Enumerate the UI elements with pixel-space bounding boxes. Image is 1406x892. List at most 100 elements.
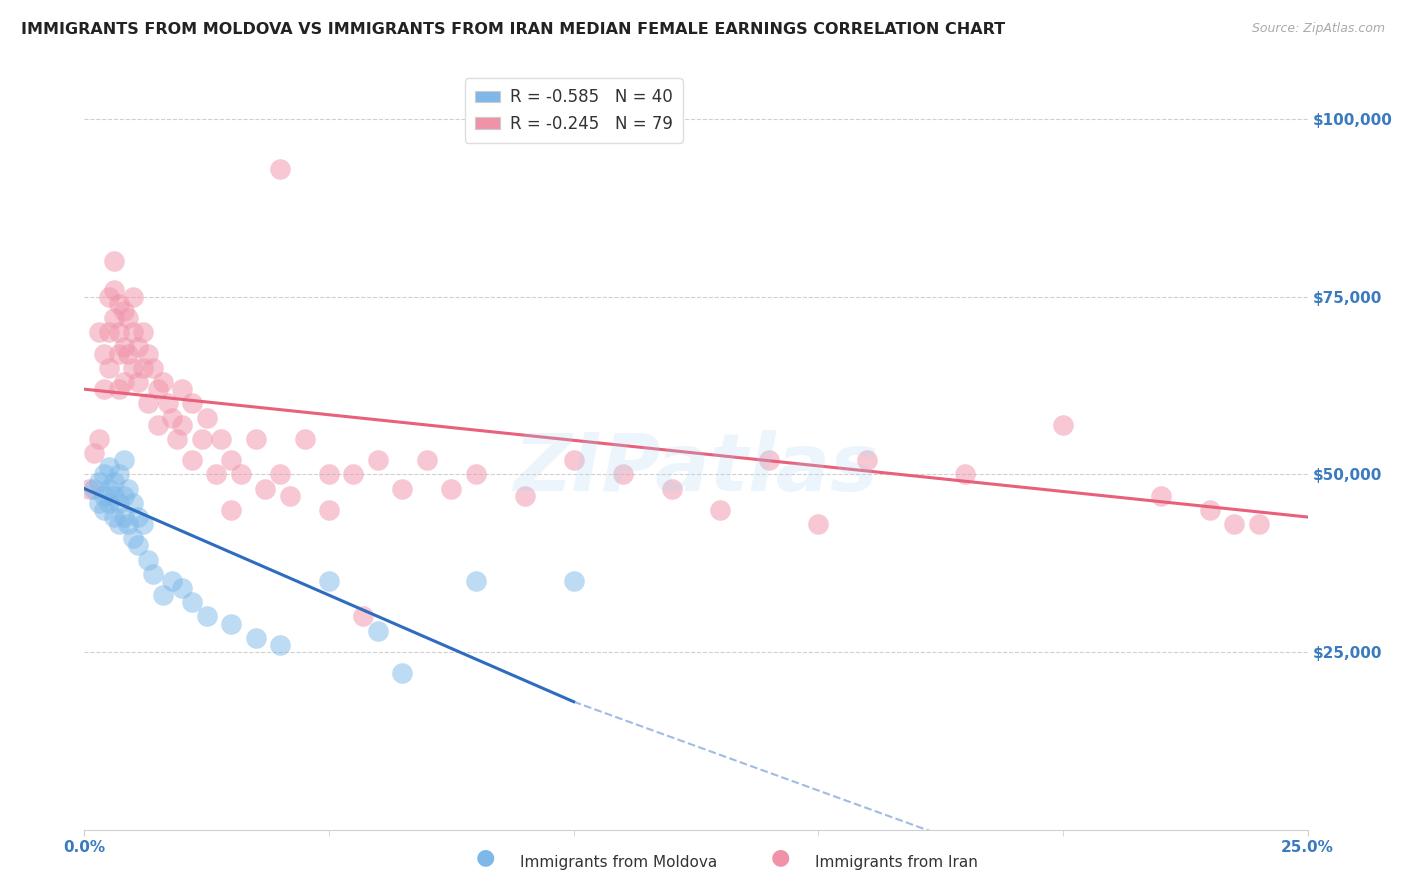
Point (219, 503, 242, 517)
Point (152, 588, 174, 602)
Point (464, 467, 486, 482)
Legend: R = -0.585   N = 40, R = -0.245   N = 79: R = -0.585 N = 40, R = -0.245 N = 79 (465, 78, 682, 143)
Point (1052, 417, 1074, 432)
Point (117, 517, 139, 532)
Point (162, 410, 184, 425)
Point (245, 432, 267, 446)
Point (103, 489, 125, 503)
Point (93, 346, 115, 360)
Point (93, 382, 115, 396)
Point (142, 566, 165, 581)
Point (269, 161, 291, 176)
Point (269, 638, 291, 652)
Point (103, 311, 125, 326)
Point (166, 432, 188, 446)
Point (391, 482, 413, 496)
Point (464, 574, 486, 588)
Point (318, 574, 340, 588)
Point (709, 503, 731, 517)
Point (132, 517, 155, 532)
Point (136, 396, 159, 410)
Point (112, 510, 135, 524)
Point (562, 453, 585, 467)
Point (562, 574, 585, 588)
Point (93, 467, 115, 482)
Point (83, 482, 105, 496)
Point (245, 631, 267, 645)
Point (440, 482, 463, 496)
Point (1247, 517, 1270, 532)
Point (661, 482, 683, 496)
Point (181, 396, 204, 410)
Point (195, 609, 218, 624)
Point (156, 396, 179, 410)
Point (146, 417, 169, 432)
Point (136, 346, 159, 360)
Point (136, 552, 159, 566)
Point (97, 290, 120, 304)
Point (112, 375, 135, 389)
Point (103, 510, 125, 524)
Point (132, 360, 155, 375)
Point (107, 517, 129, 532)
Point (612, 467, 634, 482)
Text: ZIPatlas: ZIPatlas (513, 430, 879, 508)
Point (122, 290, 145, 304)
Point (87, 496, 110, 510)
Point (416, 453, 439, 467)
Point (1223, 517, 1246, 532)
Point (132, 326, 155, 340)
Point (107, 326, 129, 340)
Point (122, 326, 145, 340)
Point (87, 326, 110, 340)
Point (107, 346, 129, 360)
Point (172, 417, 194, 432)
Point (97, 326, 120, 340)
Text: Immigrants from Moldova: Immigrants from Moldova (520, 855, 717, 870)
Point (97, 482, 120, 496)
Point (107, 467, 129, 482)
Point (172, 581, 194, 595)
Point (278, 489, 301, 503)
Point (112, 489, 135, 503)
Point (97, 360, 120, 375)
Point (181, 453, 204, 467)
Point (953, 467, 976, 482)
Point (219, 453, 242, 467)
Point (254, 482, 277, 496)
Point (122, 360, 145, 375)
Point (172, 382, 194, 396)
Point (103, 475, 125, 489)
Point (513, 489, 536, 503)
Point (342, 467, 364, 482)
Point (219, 616, 242, 631)
Point (107, 496, 129, 510)
Point (367, 624, 389, 638)
Point (127, 340, 149, 354)
Point (205, 467, 228, 482)
Point (146, 382, 169, 396)
Point (191, 432, 214, 446)
Text: ●: ● (475, 847, 495, 867)
Point (122, 496, 145, 510)
Point (391, 666, 413, 681)
Point (93, 489, 115, 503)
Point (117, 482, 139, 496)
Point (367, 453, 389, 467)
Point (107, 382, 129, 396)
Point (127, 510, 149, 524)
Point (103, 254, 125, 268)
Point (112, 340, 135, 354)
Point (209, 432, 232, 446)
Text: Source: ZipAtlas.com: Source: ZipAtlas.com (1251, 22, 1385, 36)
Point (318, 467, 340, 482)
Point (117, 311, 139, 326)
Point (107, 297, 129, 311)
Point (758, 453, 780, 467)
Point (93, 503, 115, 517)
Point (122, 532, 145, 546)
Point (152, 375, 174, 389)
Point (127, 375, 149, 389)
Point (195, 410, 218, 425)
Point (294, 432, 316, 446)
